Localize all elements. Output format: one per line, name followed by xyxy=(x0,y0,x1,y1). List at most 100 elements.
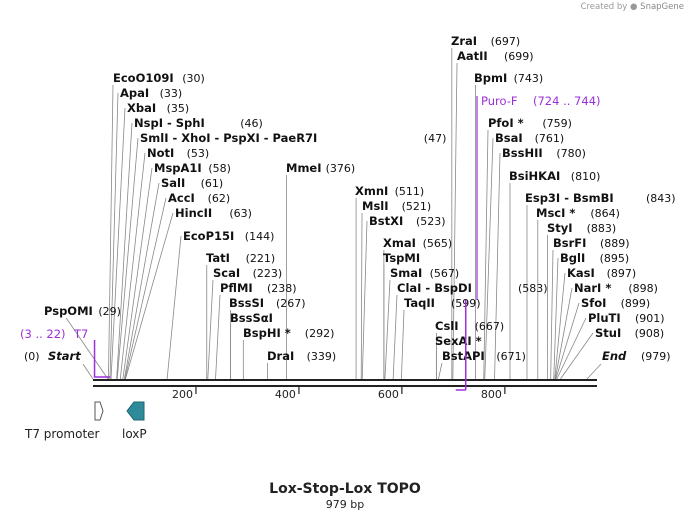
site-leader-line xyxy=(122,167,153,380)
site-leader-line xyxy=(207,279,214,380)
site-label: SmaI xyxy=(390,266,422,280)
site-label: BsaI xyxy=(495,131,523,145)
map-title: Lox-Stop-Lox TOPO xyxy=(269,481,421,497)
site-position: (883) xyxy=(587,222,617,235)
site-label: DraI xyxy=(267,349,294,363)
end-position: (979) xyxy=(641,350,671,363)
site-leader-line xyxy=(116,122,133,380)
site-label: XbaI xyxy=(127,101,156,115)
site-position: (221) xyxy=(246,252,276,265)
site-label: AccI xyxy=(168,191,195,205)
site-leader-line xyxy=(452,62,458,380)
site-label: CslI xyxy=(435,319,459,333)
site-leader-line xyxy=(556,317,587,380)
site-label: MmeI xyxy=(286,161,322,175)
feature-label: loxP xyxy=(122,427,147,441)
site-label: BstXI xyxy=(369,214,403,228)
site-leader-line xyxy=(494,152,501,380)
site-label: BspHI * xyxy=(243,326,291,340)
site-leader-line xyxy=(484,137,494,380)
site-position: (908) xyxy=(635,327,665,340)
site-position: (35) xyxy=(167,102,190,115)
site-label: BssHII xyxy=(502,146,543,160)
site-label: TaqII xyxy=(404,296,435,310)
site-leader-line xyxy=(108,84,114,380)
primer-label: Puro-F xyxy=(481,94,518,108)
site-label: BssSαI xyxy=(230,311,273,325)
site-position: (144) xyxy=(245,230,275,243)
site-label: MslI xyxy=(362,199,389,213)
site-label: MspA1I xyxy=(154,161,202,175)
dna-backbone: 200 400 600 800 xyxy=(93,379,597,401)
primer-position: (3 .. 22) xyxy=(20,327,66,341)
site-label: SalI xyxy=(161,176,185,190)
site-position: (292) xyxy=(305,327,335,340)
site-label: NotI xyxy=(147,146,174,160)
site-label: BpmI xyxy=(474,71,507,85)
site-leaders xyxy=(65,48,602,380)
site-position: (238) xyxy=(267,282,297,295)
site-label: BstAPI xyxy=(442,349,485,363)
site-leader-line xyxy=(438,362,443,380)
site-leader-line xyxy=(361,220,368,380)
site-leader-line xyxy=(109,92,119,380)
scale-tick-label: 200 xyxy=(172,388,193,401)
site-label: TspMI xyxy=(383,251,420,265)
site-leader-line xyxy=(215,294,221,380)
created-by-credit: Created by ● SnapGene xyxy=(581,2,684,12)
site-label: PflMI xyxy=(220,281,253,295)
site-position: (33) xyxy=(160,87,183,100)
site-position: (30) xyxy=(182,72,205,85)
site-leader-line xyxy=(65,317,109,380)
site-position: (889) xyxy=(600,237,630,250)
feature-track: T7 promoter loxP xyxy=(24,401,147,441)
site-position: (567) xyxy=(430,267,460,280)
site-label: ScaI xyxy=(213,266,240,280)
site-leader-line xyxy=(392,294,398,380)
site-leader-line xyxy=(116,137,139,380)
site-label: PluTI xyxy=(588,311,621,325)
site-label: XmaI xyxy=(383,236,416,250)
site-label: ZraI xyxy=(451,34,477,48)
site-position: (759) xyxy=(542,117,572,130)
primer-track: (3 .. 22) T7 Puro-F (724 .. 744) xyxy=(20,94,601,391)
site-position: (810) xyxy=(571,170,601,183)
site-position: (898) xyxy=(628,282,658,295)
site-labels: EcoO109I (30) ApaI (33) XbaI (35)NspI - SphI (… xyxy=(24,34,676,363)
snapgene-logo-icon: ● xyxy=(630,2,638,12)
site-position: (897) xyxy=(607,267,637,280)
site-position: (901) xyxy=(635,312,665,325)
site-position: (47) xyxy=(424,132,447,145)
site-position: (697) xyxy=(491,35,521,48)
site-label: SexAI * xyxy=(435,334,482,348)
site-leader-line xyxy=(124,182,160,380)
site-label: Esp3I - BsmBI xyxy=(525,191,614,205)
feature-label: T7 promoter xyxy=(24,427,100,441)
credit-prefix: Created by xyxy=(580,2,628,12)
site-label: TatI xyxy=(206,251,230,265)
site-label: SmlI - XhoI - PspXI - PaeR7I xyxy=(140,131,317,145)
primer-t7-arrow xyxy=(93,340,111,378)
site-label: EcoO109I xyxy=(113,71,174,85)
site-label: PfoI * xyxy=(488,116,524,130)
site-position: (53) xyxy=(187,147,210,160)
site-leader-line xyxy=(166,235,182,380)
site-leader-line xyxy=(555,302,580,380)
site-position: (667) xyxy=(475,320,505,333)
site-label: KasI xyxy=(567,266,595,280)
t7-promoter-icon xyxy=(94,401,104,421)
site-position: (223) xyxy=(253,267,283,280)
site-position: (761) xyxy=(535,132,565,145)
site-position: (521) xyxy=(402,200,432,213)
site-label: NarI * xyxy=(574,281,611,295)
credit-brand: SnapGene xyxy=(640,2,684,12)
site-label: AatII xyxy=(457,49,488,63)
site-position: (46) xyxy=(240,117,263,130)
end-label: End xyxy=(602,349,627,363)
site-label: StyI xyxy=(547,221,573,235)
start-position: (0) xyxy=(24,350,40,363)
site-position: (565) xyxy=(423,237,453,250)
site-label: SfoI xyxy=(581,296,606,310)
site-position: (699) xyxy=(504,50,534,63)
